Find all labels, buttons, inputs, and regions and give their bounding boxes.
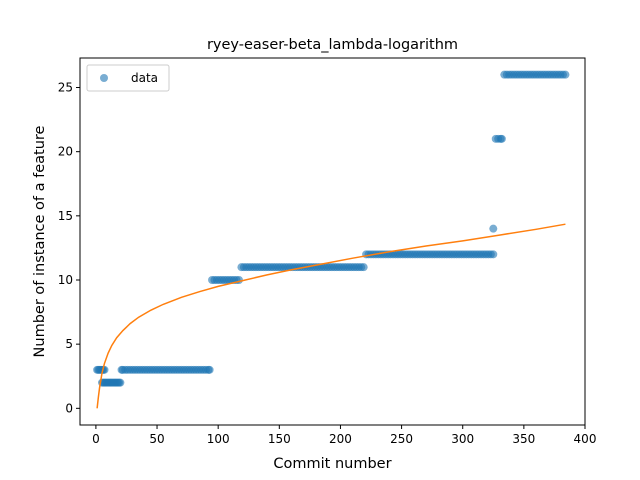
- x-tick-label: 250: [390, 432, 413, 446]
- x-axis-ticks: 0 50 100 150 200 250 300 350 400: [92, 425, 596, 446]
- legend: data: [86, 64, 170, 92]
- y-tick-label: 0: [65, 401, 73, 415]
- fit-curve: [96, 223, 566, 409]
- data-point: [489, 250, 498, 259]
- x-tick-label: 200: [329, 432, 352, 446]
- x-axis-label: Commit number: [273, 456, 391, 472]
- plot-area: 0 50 100 150 200 250 300 350 400 0 5 10 15 20 25: [58, 57, 596, 446]
- data-point: [489, 224, 498, 233]
- x-tick-label: 150: [268, 432, 291, 446]
- y-tick-label: 15: [58, 209, 73, 223]
- y-tick-label: 10: [58, 273, 73, 287]
- legend-marker-data: [100, 74, 108, 82]
- data-point: [561, 70, 570, 79]
- data-point: [116, 378, 125, 387]
- y-tick-label: 5: [65, 337, 73, 351]
- x-tick-label: 100: [207, 432, 230, 446]
- chart-title: ryey-easer-beta_lambda-logarithm: [207, 37, 458, 53]
- y-tick-label: 20: [58, 145, 73, 159]
- plot-frame: [79, 57, 586, 426]
- x-tick-label: 50: [149, 432, 164, 446]
- y-axis-ticks: 0 5 10 15 20 25: [58, 81, 80, 415]
- data-point: [205, 365, 214, 374]
- x-tick-label: 400: [574, 432, 597, 446]
- data-point: [359, 263, 368, 272]
- legend-label-data: data: [131, 71, 158, 85]
- data-point: [497, 134, 506, 143]
- y-tick-label: 25: [58, 81, 73, 95]
- data-layer: [93, 70, 570, 409]
- x-tick-label: 350: [512, 432, 535, 446]
- y-axis-label: Number of instance of a feature: [32, 125, 48, 357]
- legend-box: [86, 64, 170, 92]
- x-tick-label: 0: [92, 432, 100, 446]
- x-tick-label: 300: [451, 432, 474, 446]
